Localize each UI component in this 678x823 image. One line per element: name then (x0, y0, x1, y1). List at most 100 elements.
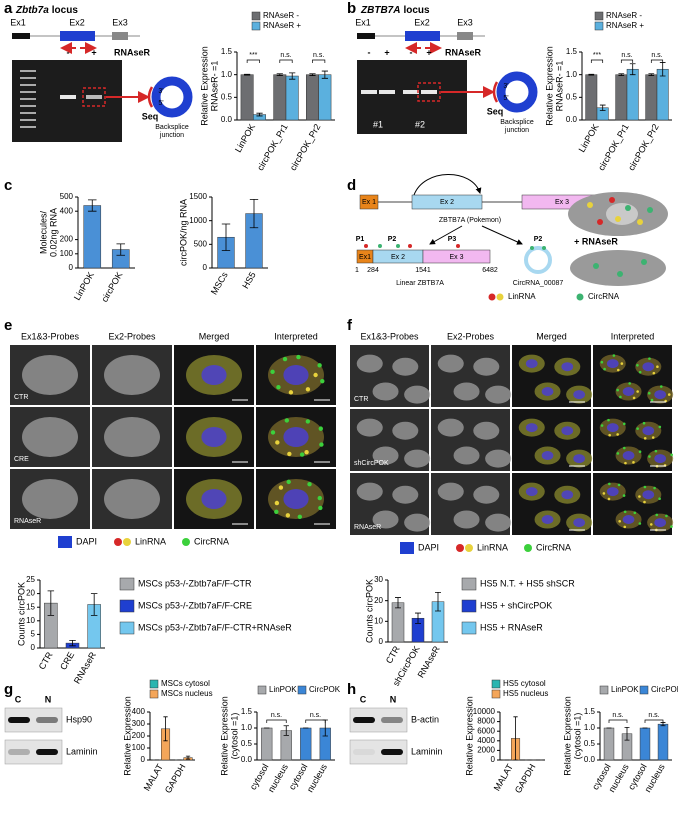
x-tick-label: MALAT (492, 762, 516, 793)
significance-label: n.s. (271, 712, 282, 719)
y-tick-label: 0 (203, 263, 208, 272)
x-tick-label: GAPDH (513, 762, 538, 795)
bar (626, 68, 639, 121)
error-bar (588, 73, 595, 76)
legend-label: CircRNA (536, 542, 571, 552)
end-label: 3' (158, 88, 163, 95)
nucleus (642, 362, 655, 372)
significance-bracket (644, 719, 664, 723)
y-axis-label: Counts circPOK (364, 579, 374, 643)
ladder-band (20, 105, 36, 107)
rna-dot (625, 205, 631, 211)
panel-letter: f (347, 317, 353, 334)
rna-dot (623, 510, 627, 514)
legend-dot (576, 293, 584, 301)
error-bar (309, 73, 316, 76)
y-tick-label: 8000 (477, 717, 495, 726)
nucleus (642, 426, 655, 436)
nucleus (642, 490, 655, 500)
x-tick-label: LinPOK (577, 122, 601, 154)
rna-dot (654, 449, 658, 453)
y-axis-label: RNAseR- =1 (554, 61, 564, 112)
significance-label: *** (249, 52, 257, 59)
error-bar (618, 73, 625, 76)
seq-label: Seq (487, 106, 504, 116)
nucleus (561, 362, 574, 372)
x-tick-label: HS5 (240, 270, 257, 290)
legend-label: RNAseR - (606, 11, 642, 20)
rna-dot (655, 513, 659, 517)
exon-3 (457, 32, 473, 40)
probe-dot (378, 244, 382, 248)
rna-dot (288, 390, 294, 395)
y-tick-label: 2000 (477, 746, 495, 755)
column-header: Ex1&3-Probes (360, 331, 419, 341)
end-label: 3' (503, 83, 508, 90)
rna-dot (647, 391, 651, 395)
rna-dot (616, 368, 620, 372)
error-bar (624, 726, 630, 741)
rna-dot (275, 440, 280, 445)
y-tick-label: 10 (374, 616, 383, 625)
rna-dot (618, 520, 621, 523)
primer-label: P3 (448, 236, 457, 243)
rna-dot (286, 479, 291, 485)
lane-label: + (91, 47, 96, 57)
rna-dot (270, 430, 276, 435)
primer-label: P1 (356, 236, 365, 243)
bar (656, 68, 669, 121)
y-tick-label: 6000 (477, 726, 495, 735)
rna-dot (317, 495, 322, 501)
blot-band (36, 717, 58, 723)
y-tick-label: 500 (194, 239, 208, 248)
exon (411, 194, 483, 210)
significance-label: n.s. (612, 712, 623, 719)
title-suffix: locus (403, 5, 430, 16)
cell-signal (485, 449, 512, 468)
exon (359, 194, 379, 210)
rna-dot (636, 363, 639, 367)
significance-bracket (650, 59, 664, 63)
legend-label: CircPOK (309, 685, 341, 694)
significance-label: *** (593, 52, 601, 59)
cell-signal (356, 354, 383, 373)
rna-dot (641, 259, 647, 265)
rna-dot (658, 497, 661, 501)
x-tick-label: circPOK_Pr1 (596, 122, 631, 172)
error-bar (283, 725, 289, 736)
cell (570, 250, 666, 286)
legend-swatch (461, 599, 477, 613)
position-label: 1 (355, 267, 359, 274)
rna-dot (287, 451, 292, 457)
significance-label: n.s. (313, 52, 324, 59)
rna-dot (297, 514, 303, 520)
y-tick-label: 1.5 (566, 47, 578, 56)
legend-label: LinRNA (135, 536, 166, 546)
legend-swatch (58, 536, 72, 548)
junction-label: junction (504, 127, 529, 134)
y-axis-label: (cytosol =1) (229, 713, 239, 760)
nucleus (654, 390, 667, 400)
error-bar (185, 755, 191, 760)
nucleus (561, 426, 574, 436)
nucleus (573, 454, 586, 464)
cell-signal (372, 382, 399, 401)
cell-signal (437, 482, 464, 501)
bar (261, 727, 273, 761)
cell-signal (104, 355, 160, 395)
y-tick-label: 25 (26, 575, 35, 584)
nucleus (606, 487, 619, 497)
y-axis-label: Relative Expression (122, 696, 132, 776)
gel-band (86, 95, 102, 99)
column-header: Interpreted (274, 331, 318, 341)
legend-label: HS5 N.T. + HS5 shSCR (480, 578, 575, 588)
exon-label: Ex1 (359, 254, 371, 261)
cell-signal (473, 357, 500, 376)
panel-letter: a (4, 0, 13, 17)
rna-dot (636, 427, 639, 430)
x-tick-label: MSCs (209, 270, 230, 297)
cell-signal (453, 382, 480, 401)
y-tick-label: 0.0 (566, 115, 578, 124)
